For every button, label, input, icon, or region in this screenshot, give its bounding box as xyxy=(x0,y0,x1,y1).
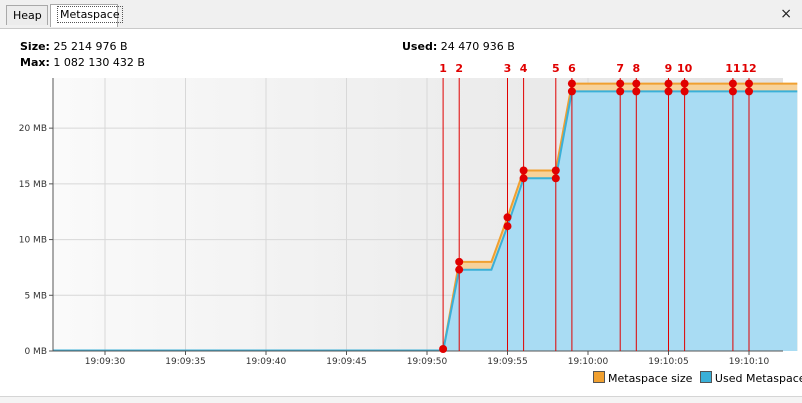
legend-label-used-metaspace: Used Metaspace xyxy=(714,372,802,385)
marker-dot-size[interactable] xyxy=(664,79,673,88)
marker-dot-size[interactable] xyxy=(680,79,689,88)
y-tick-label: 15 MB xyxy=(19,180,47,190)
used-metaspace-area xyxy=(53,91,798,352)
metaspace-size-line xyxy=(442,82,798,352)
size-value: 25 214 976 B xyxy=(53,40,128,53)
used-metaspace-line xyxy=(442,90,798,352)
marker-label-8: 8 xyxy=(632,62,640,75)
marker-dot[interactable] xyxy=(439,345,448,353)
marker-dot-used[interactable] xyxy=(567,87,576,96)
marker-dot-used[interactable] xyxy=(455,265,464,274)
marker-label-12: 12 xyxy=(741,62,756,75)
legend-item-metaspace-size: Metaspace size xyxy=(593,371,692,386)
used-label: Used: xyxy=(402,40,438,53)
marker-label-5: 5 xyxy=(552,62,560,75)
max-label: Max: xyxy=(20,56,50,69)
marker-dot-size[interactable] xyxy=(455,257,464,266)
legend-swatch-metaspace-size xyxy=(593,371,605,383)
tab-metaspace[interactable]: Metaspace xyxy=(50,4,123,27)
y-tick-label: 10 MB xyxy=(19,236,47,246)
x-tick-label: 19:10:05 xyxy=(648,357,688,367)
marker-dot-used[interactable] xyxy=(551,174,560,183)
x-tick-label: 19:10:10 xyxy=(729,357,770,367)
marker-label-3: 3 xyxy=(504,62,512,75)
marker-dot-used[interactable] xyxy=(664,87,673,96)
tab-heap-label: Heap xyxy=(13,9,42,22)
marker-dot-size[interactable] xyxy=(728,79,737,88)
x-tick-label: 19:10:00 xyxy=(568,357,609,367)
used-stat: Used: 24 470 936 B xyxy=(402,40,515,54)
marker-dot-size[interactable] xyxy=(503,213,512,222)
legend-swatch-used-metaspace xyxy=(699,371,712,383)
legend-item-used-metaspace: Used Metaspace xyxy=(699,371,802,386)
marker-dot-used[interactable] xyxy=(519,174,528,183)
max-value: 1 082 130 432 B xyxy=(53,56,145,69)
size-label: Size: xyxy=(20,40,50,53)
y-tick-label: 0 MB xyxy=(24,347,47,357)
marker-label-10: 10 xyxy=(677,62,693,75)
x-tick-label: 19:09:50 xyxy=(407,357,448,367)
size-stat: Size: 25 214 976 B xyxy=(20,40,128,54)
marker-label-1: 1 xyxy=(439,62,447,75)
y-tick-label: 20 MB xyxy=(19,124,47,134)
x-tick-label: 19:09:55 xyxy=(487,357,527,367)
marker-dot-used[interactable] xyxy=(616,87,625,96)
marker-dot-size[interactable] xyxy=(551,166,560,175)
tab-bar: Heap Metaspace × xyxy=(0,0,802,29)
x-tick-label: 19:09:35 xyxy=(165,357,205,367)
tab-heap[interactable]: Heap xyxy=(6,5,48,25)
marker-dot-size[interactable] xyxy=(519,166,528,175)
used-value: 24 470 936 B xyxy=(440,40,515,53)
marker-dot-used[interactable] xyxy=(745,87,753,96)
marker-label-4: 4 xyxy=(520,62,528,75)
marker-dot-used[interactable] xyxy=(503,222,512,231)
x-tick-label: 19:09:45 xyxy=(326,357,366,367)
marker-dot-used[interactable] xyxy=(632,87,641,96)
y-tick-label: 5 MB xyxy=(24,291,47,301)
bottom-scroll-area xyxy=(0,396,802,403)
x-tick-label: 19:09:30 xyxy=(85,357,126,367)
marker-label-11: 11 xyxy=(725,62,740,75)
marker-label-2: 2 xyxy=(455,62,463,75)
marker-dot-size[interactable] xyxy=(745,79,753,88)
max-stat: Max: 1 082 130 432 B xyxy=(20,56,145,70)
marker-dot-used[interactable] xyxy=(680,87,689,96)
marker-dot-size[interactable] xyxy=(632,79,641,88)
tab-metaspace-label: Metaspace xyxy=(57,6,123,23)
close-icon[interactable]: × xyxy=(780,6,792,22)
marker-label-9: 9 xyxy=(665,62,673,75)
marker-label-6: 6 xyxy=(568,62,576,75)
x-tick-label: 19:09:40 xyxy=(246,357,287,367)
marker-dot-size[interactable] xyxy=(616,79,625,88)
legend-label-metaspace-size: Metaspace size xyxy=(608,372,693,385)
marker-dot-size[interactable] xyxy=(567,79,576,88)
marker-label-7: 7 xyxy=(616,62,624,75)
marker-dot-used[interactable] xyxy=(728,87,737,96)
chart-legend: Metaspace size Used Metaspace xyxy=(593,371,802,386)
